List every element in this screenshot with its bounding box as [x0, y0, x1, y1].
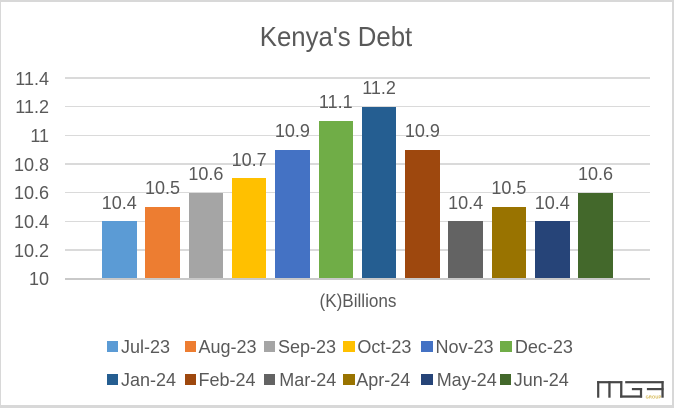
- svg-text:GROUP: GROUP: [646, 394, 662, 399]
